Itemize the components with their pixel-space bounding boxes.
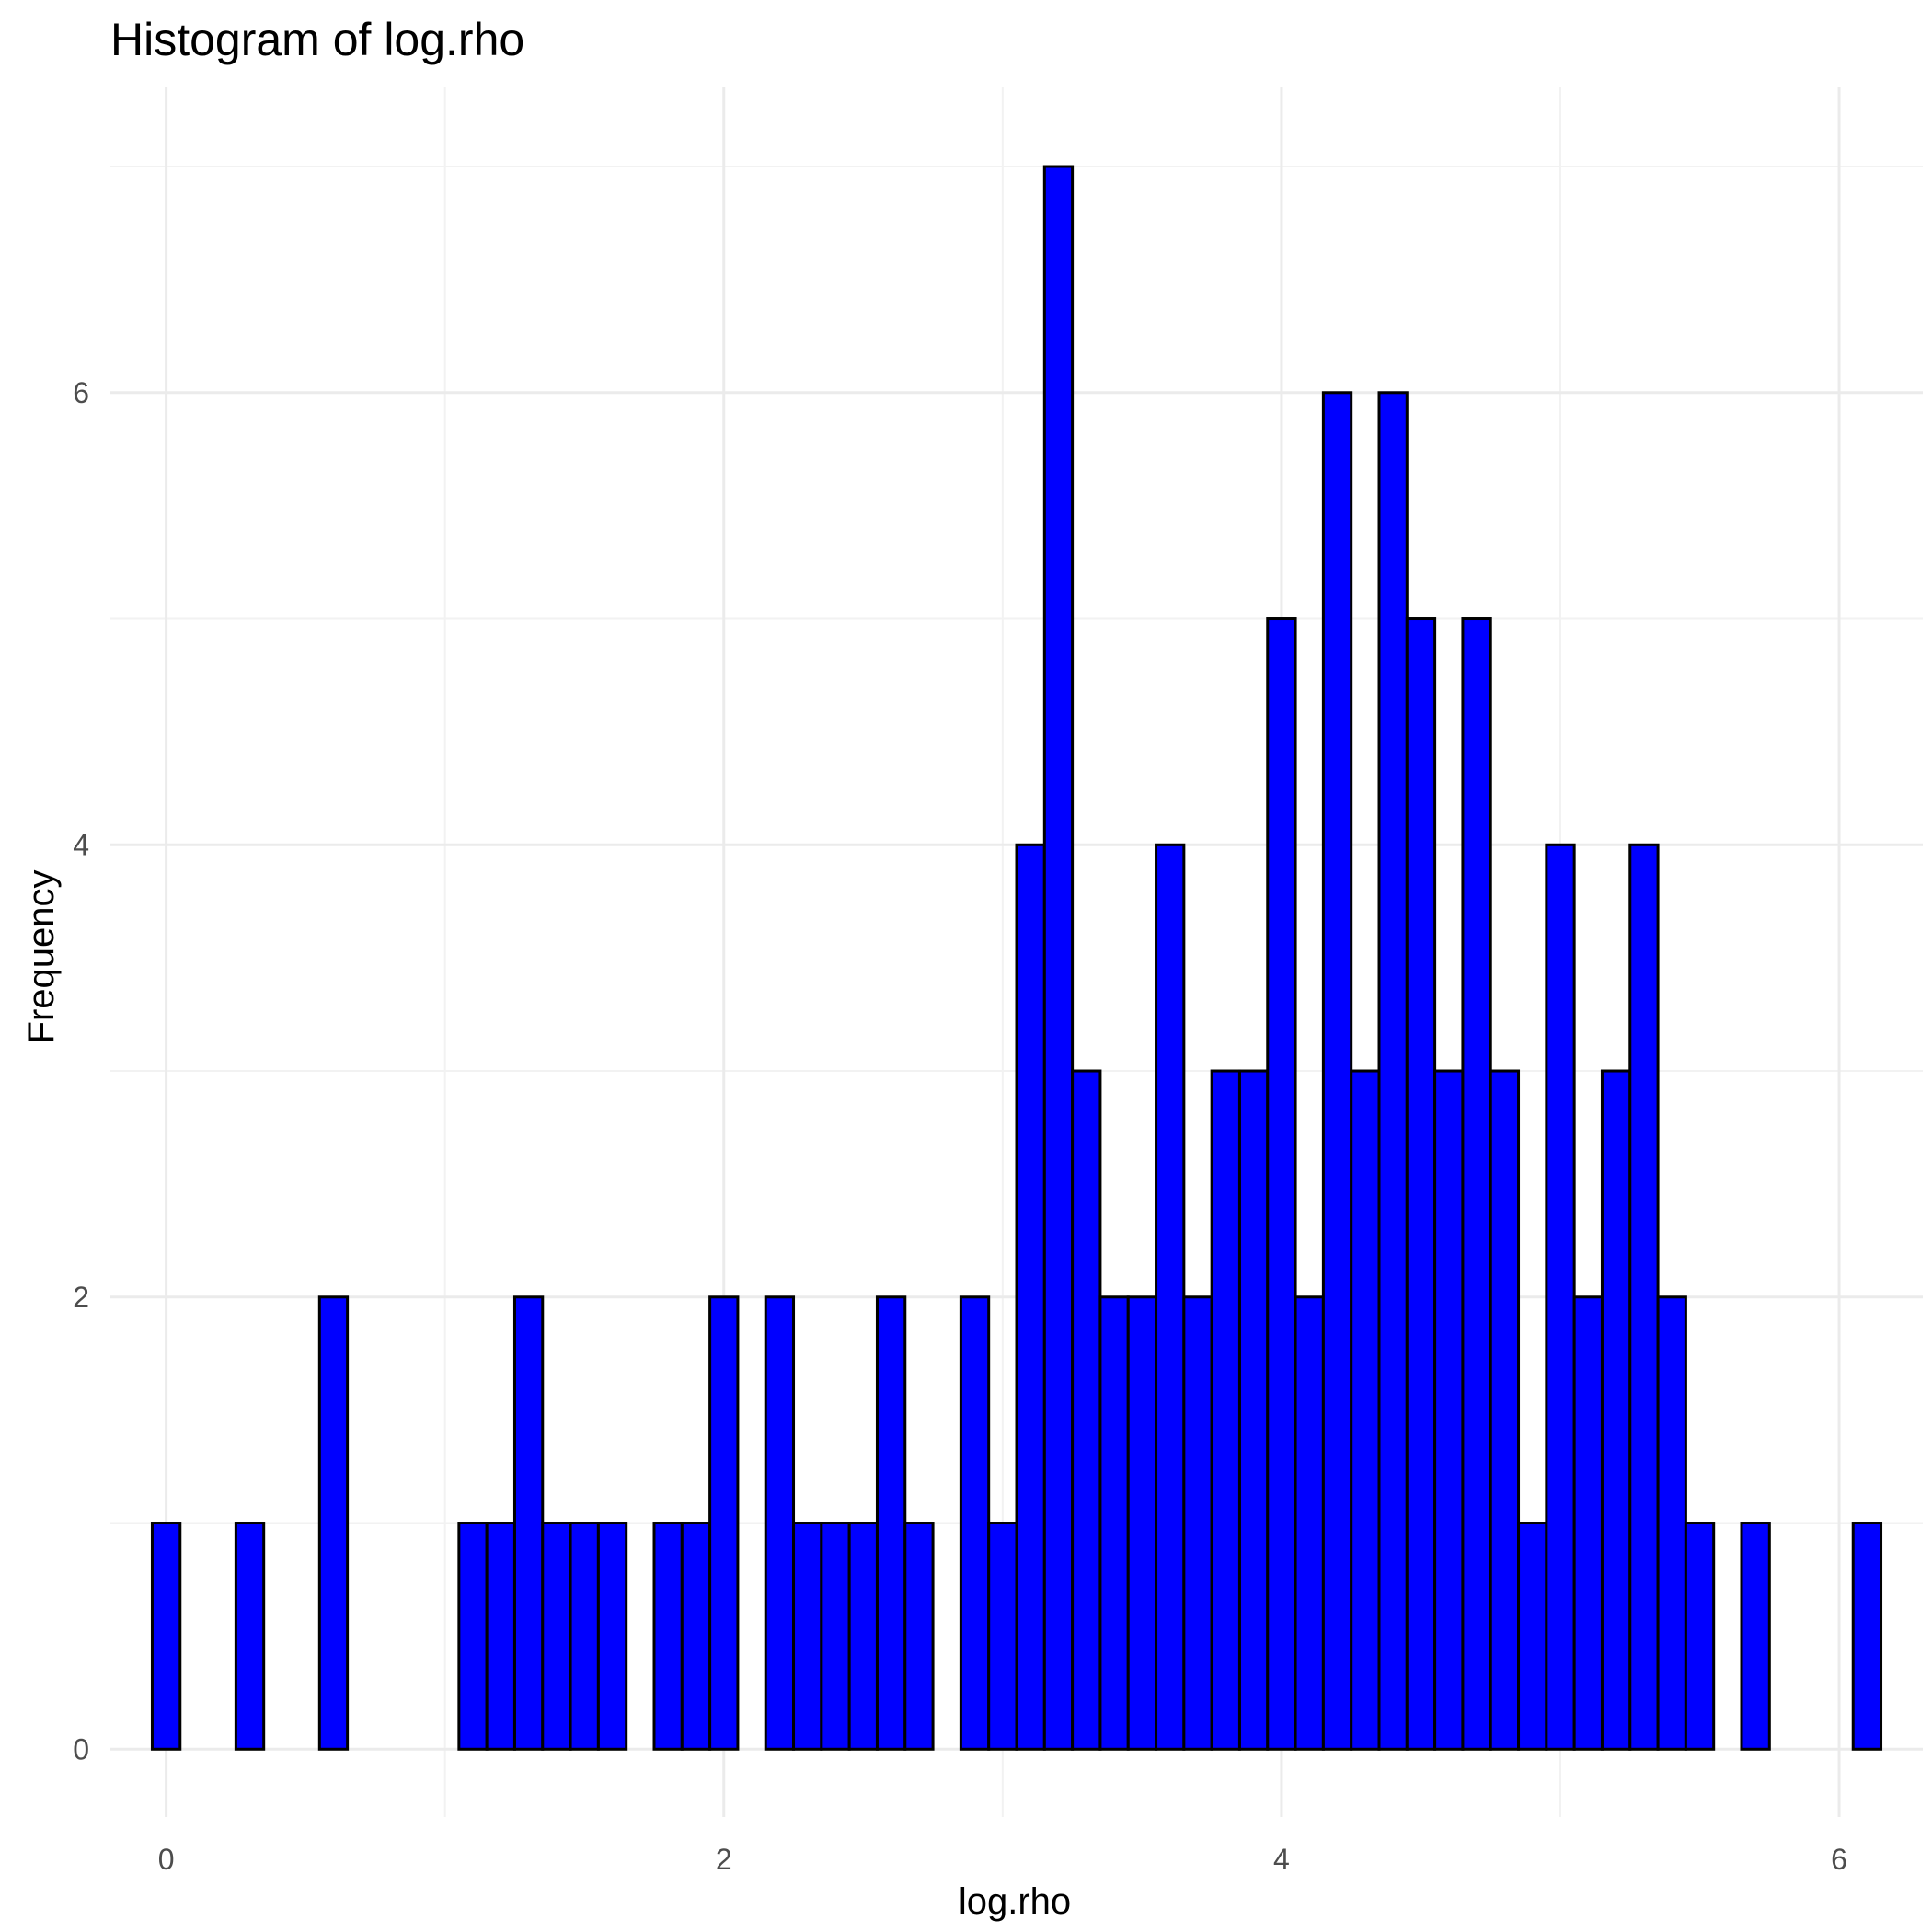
histogram-bar <box>847 1522 879 1751</box>
histogram-bar <box>1628 843 1660 1751</box>
x-tick-label: 2 <box>716 1843 732 1876</box>
histogram-bar <box>1237 1069 1270 1751</box>
histogram-bar <box>708 1295 740 1751</box>
x-tick-label: 0 <box>158 1843 175 1876</box>
histogram-bar <box>1572 1295 1604 1751</box>
histogram-bar <box>1684 1522 1716 1751</box>
histogram-bar <box>1377 391 1409 1751</box>
histogram-bar <box>680 1522 712 1751</box>
histogram-bar <box>1489 1069 1521 1751</box>
histogram-bar <box>1294 1295 1325 1751</box>
histogram-bar <box>1545 843 1576 1751</box>
histogram-bar <box>1098 1295 1130 1751</box>
histogram-bar <box>820 1522 851 1751</box>
chart-title: Histogram of log.rho <box>110 14 524 65</box>
y-tick-label: 6 <box>73 376 89 409</box>
y-tick-label: 0 <box>73 1732 89 1765</box>
histogram-bar <box>485 1522 516 1751</box>
histogram-bar <box>1071 1069 1102 1751</box>
x-axis-title: log.rho <box>959 1881 1071 1922</box>
histogram-bar <box>1266 617 1297 1751</box>
histogram-bar <box>1433 1069 1465 1751</box>
histogram-bar <box>1126 1295 1158 1751</box>
histogram-bar <box>1350 1069 1381 1751</box>
histogram-bar <box>541 1522 572 1751</box>
histogram-bar <box>987 1522 1018 1751</box>
histogram-bar <box>1155 843 1186 1751</box>
histogram-bar <box>569 1522 600 1751</box>
x-tick-label: 4 <box>1273 1843 1290 1876</box>
histogram-bar <box>1015 843 1046 1751</box>
histogram-bar <box>792 1522 823 1751</box>
histogram-bar <box>764 1295 796 1751</box>
histogram-bar <box>1210 1069 1241 1751</box>
histogram-bar <box>875 1295 907 1751</box>
histogram-bar <box>1182 1295 1213 1751</box>
histogram-bar <box>234 1522 266 1751</box>
histogram-bar <box>150 1522 182 1751</box>
y-tick-label: 2 <box>73 1281 89 1314</box>
histogram-bar <box>512 1295 545 1751</box>
histogram-bar <box>1461 617 1492 1751</box>
y-tick-label: 4 <box>73 828 89 861</box>
histogram-bar <box>959 1295 991 1751</box>
histogram-bar <box>1740 1522 1771 1751</box>
histogram-bar <box>1321 391 1353 1751</box>
histogram-bar <box>1600 1069 1632 1751</box>
histogram-bar <box>596 1522 628 1751</box>
histogram-bar <box>457 1522 489 1751</box>
x-tick-label: 6 <box>1831 1843 1847 1876</box>
histogram-bar <box>1656 1295 1687 1751</box>
y-axis-title: Frequency <box>21 870 62 1044</box>
histogram-bar <box>317 1295 350 1751</box>
tick-labels: 0 2 4 6 0 2 4 6 <box>73 376 1847 1876</box>
histogram-bar <box>1042 165 1075 1751</box>
histogram-bar <box>1405 617 1437 1751</box>
histogram-bar <box>1851 1522 1883 1751</box>
histogram-bar <box>1517 1522 1548 1751</box>
histogram-bar <box>652 1522 684 1751</box>
histogram-bars <box>150 165 1883 1751</box>
histogram-bar <box>903 1522 935 1751</box>
